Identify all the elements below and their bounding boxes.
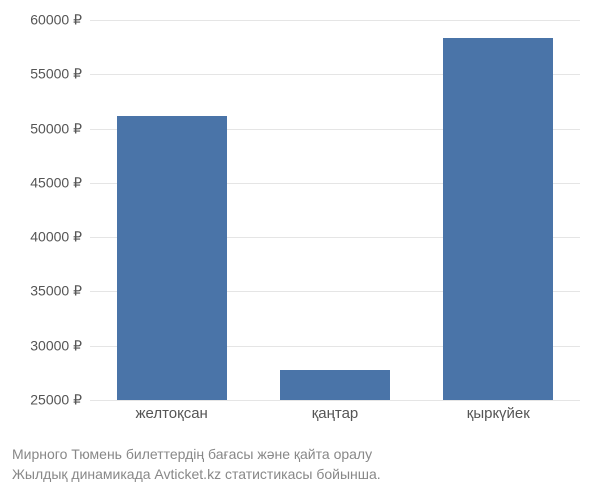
x-tick-label: қаңтар [280, 405, 390, 435]
y-tick-label: 60000 ₽ [30, 12, 82, 29]
chart-container: 25000 ₽ 30000 ₽ 35000 ₽ 40000 ₽ 45000 ₽ 50000… [0, 0, 600, 500]
y-tick-label: 30000 ₽ [30, 337, 82, 354]
y-tick-label: 40000 ₽ [30, 229, 82, 246]
bar [117, 116, 227, 400]
bar [280, 370, 390, 400]
plot-area [90, 20, 580, 400]
y-tick-label: 50000 ₽ [30, 120, 82, 137]
x-tick-label: желтоқсан [117, 405, 227, 435]
y-tick-label: 35000 ₽ [30, 283, 82, 300]
y-tick-label: 25000 ₽ [30, 392, 82, 409]
bar [443, 38, 553, 400]
x-tick-label: қыркүйек [443, 405, 553, 435]
gridline [90, 400, 580, 401]
y-axis: 25000 ₽30000 ₽35000 ₽40000 ₽45000 ₽50000… [0, 20, 90, 400]
x-axis: желтоқсан қаңтар қыркүйек [90, 405, 580, 435]
y-tick-label: 45000 ₽ [30, 174, 82, 191]
caption-line-1: Мирного Тюмень билеттердің бағасы және қ… [12, 445, 381, 465]
caption-line-2: Жылдық динамикада Avticket.kz статистика… [12, 465, 381, 485]
bars-group [90, 20, 580, 400]
y-tick-label: 55000 ₽ [30, 66, 82, 83]
chart-caption: Мирного Тюмень билеттердің бағасы және қ… [12, 445, 381, 484]
